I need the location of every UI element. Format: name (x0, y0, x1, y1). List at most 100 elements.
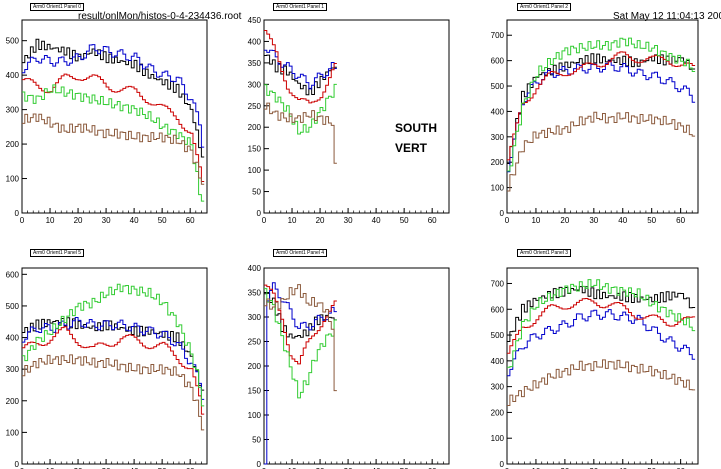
y-tick-label: 500 (491, 331, 505, 340)
x-tick-label: 30 (344, 216, 353, 225)
x-tick-label: 30 (102, 216, 111, 225)
series-line (264, 288, 337, 399)
series-line (22, 317, 205, 400)
x-tick-label: 50 (158, 467, 167, 469)
y-tick-label: 300 (248, 313, 262, 322)
y-tick-label: 200 (6, 140, 20, 149)
x-tick-label: 40 (130, 216, 139, 225)
series-line (264, 282, 337, 465)
y-tick-label: 150 (248, 387, 262, 396)
series-line (22, 354, 205, 431)
y-tick-label: 300 (6, 106, 20, 115)
x-tick-label: 30 (344, 467, 353, 469)
x-tick-label: 60 (428, 216, 437, 225)
y-tick-label: 200 (248, 123, 262, 132)
series-line (264, 102, 337, 164)
y-tick-label: 150 (248, 145, 262, 154)
x-tick-label: 10 (531, 216, 540, 225)
series-line (264, 292, 337, 339)
series-line (22, 317, 205, 391)
y-tick-label: 700 (491, 31, 505, 40)
y-tick-label: 600 (491, 305, 505, 314)
x-tick-label: 0 (262, 216, 267, 225)
y-tick-label: 0 (257, 209, 262, 218)
x-tick-label: 40 (130, 467, 139, 469)
y-tick-label: 450 (248, 16, 262, 25)
y-tick-label: 0 (257, 460, 262, 469)
y-tick-label: 200 (248, 362, 262, 371)
y-tick-label: 100 (248, 166, 262, 175)
panel-title: Arm0 Orient1 Panel 2 (517, 3, 572, 11)
series-line (507, 286, 696, 342)
x-tick-label: 40 (618, 467, 627, 469)
series-line (264, 49, 337, 90)
x-tick-label: 60 (428, 467, 437, 469)
y-tick-label: 300 (491, 383, 505, 392)
series-line (264, 284, 337, 365)
y-tick-label: 250 (248, 338, 262, 347)
y-tick-label: 400 (248, 37, 262, 46)
x-tick-label: 0 (505, 216, 510, 225)
y-tick-label: 200 (491, 408, 505, 417)
x-tick-label: 20 (316, 216, 325, 225)
note-south: SOUTH (395, 121, 437, 135)
series-line (22, 113, 205, 185)
x-tick-label: 10 (46, 467, 55, 469)
panel-title: Arm0 Orient1 Panel 3 (517, 249, 572, 257)
panel-title: Arm0 Orient1 Panel 1 (273, 3, 328, 11)
y-tick-label: 500 (6, 37, 20, 46)
x-tick-label: 0 (505, 467, 510, 469)
y-tick-label: 50 (252, 188, 261, 197)
x-tick-label: 20 (560, 216, 569, 225)
series-line (22, 84, 205, 202)
x-tick-label: 30 (589, 467, 598, 469)
x-tick-label: 60 (186, 216, 195, 225)
x-tick-label: 30 (589, 216, 598, 225)
y-tick-label: 400 (6, 71, 20, 80)
series-line (22, 38, 205, 158)
plot-frame (263, 19, 450, 214)
series-line (22, 44, 205, 148)
y-tick-label: 500 (6, 302, 20, 311)
series-line (507, 37, 696, 172)
x-tick-label: 20 (74, 467, 83, 469)
y-tick-label: 0 (15, 460, 20, 469)
panel-title: Arm0 Orient1 Panel 4 (273, 249, 328, 257)
y-tick-label: 100 (491, 434, 505, 443)
x-tick-label: 50 (400, 216, 409, 225)
y-tick-label: 400 (6, 334, 20, 343)
x-tick-label: 0 (20, 467, 25, 469)
y-tick-label: 50 (252, 436, 261, 445)
plot-frame (21, 267, 208, 465)
series-line (264, 83, 337, 135)
x-tick-label: 60 (676, 467, 685, 469)
plot-frame (506, 19, 699, 214)
y-tick-label: 0 (500, 209, 505, 218)
y-tick-label: 0 (500, 460, 505, 469)
y-tick-label: 300 (248, 80, 262, 89)
series-line (22, 283, 205, 407)
timestamp: Sat May 12 11:04:13 2007 (613, 11, 721, 22)
y-tick-label: 400 (491, 357, 505, 366)
x-tick-label: 10 (531, 467, 540, 469)
x-tick-label: 0 (20, 216, 25, 225)
x-tick-label: 10 (288, 216, 297, 225)
x-tick-label: 10 (288, 467, 297, 469)
series-line (22, 326, 205, 415)
plot-frame (263, 267, 450, 465)
x-tick-label: 20 (316, 467, 325, 469)
series-line (507, 309, 696, 377)
y-tick-label: 500 (491, 82, 505, 91)
y-tick-label: 250 (248, 102, 262, 111)
y-tick-label: 350 (248, 289, 262, 298)
file-label: result/onlMon/histos-0-4-234436.root (78, 11, 242, 22)
x-tick-label: 40 (372, 216, 381, 225)
series-line (507, 111, 696, 192)
note-vert: VERT (395, 141, 428, 155)
series-line (507, 60, 696, 173)
series-line (22, 73, 205, 182)
panel-title: Arm0 Orient1 Panel 5 (30, 249, 85, 257)
x-tick-label: 60 (676, 216, 685, 225)
x-tick-label: 50 (400, 467, 409, 469)
